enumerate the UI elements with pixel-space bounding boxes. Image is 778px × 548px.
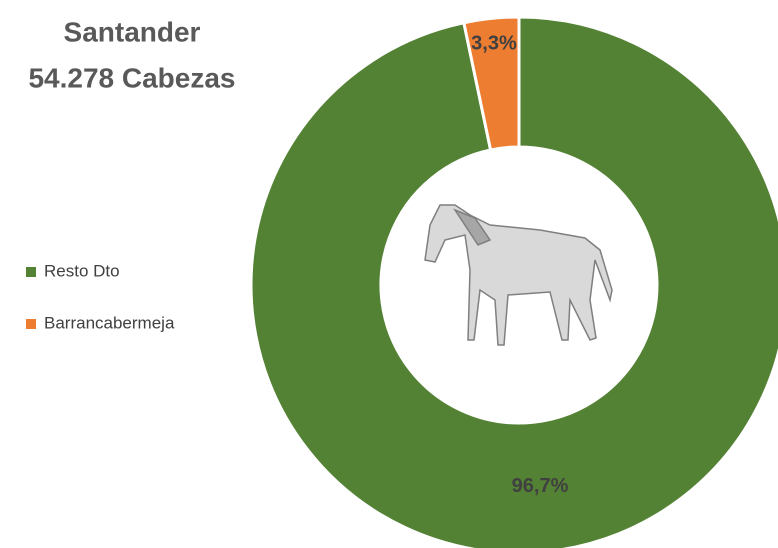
legend-label: Barrancabermeja [44,313,175,332]
value-label: 3,3% [471,33,517,55]
chart-subtitle: 54.278 Cabezas [28,62,235,93]
donut [249,15,778,548]
slice [249,15,778,548]
legend-swatch [26,319,36,329]
legend-swatch [26,267,36,277]
value-labels: 96,7% 3,3% [471,33,568,498]
value-label: 96,7% [512,475,569,497]
legend: Resto Dto Barrancabermeja [26,261,175,332]
legend-label: Resto Dto [44,261,120,280]
slice [462,15,521,152]
chart-title: Santander [64,16,201,47]
horse-illustration [424,204,613,346]
